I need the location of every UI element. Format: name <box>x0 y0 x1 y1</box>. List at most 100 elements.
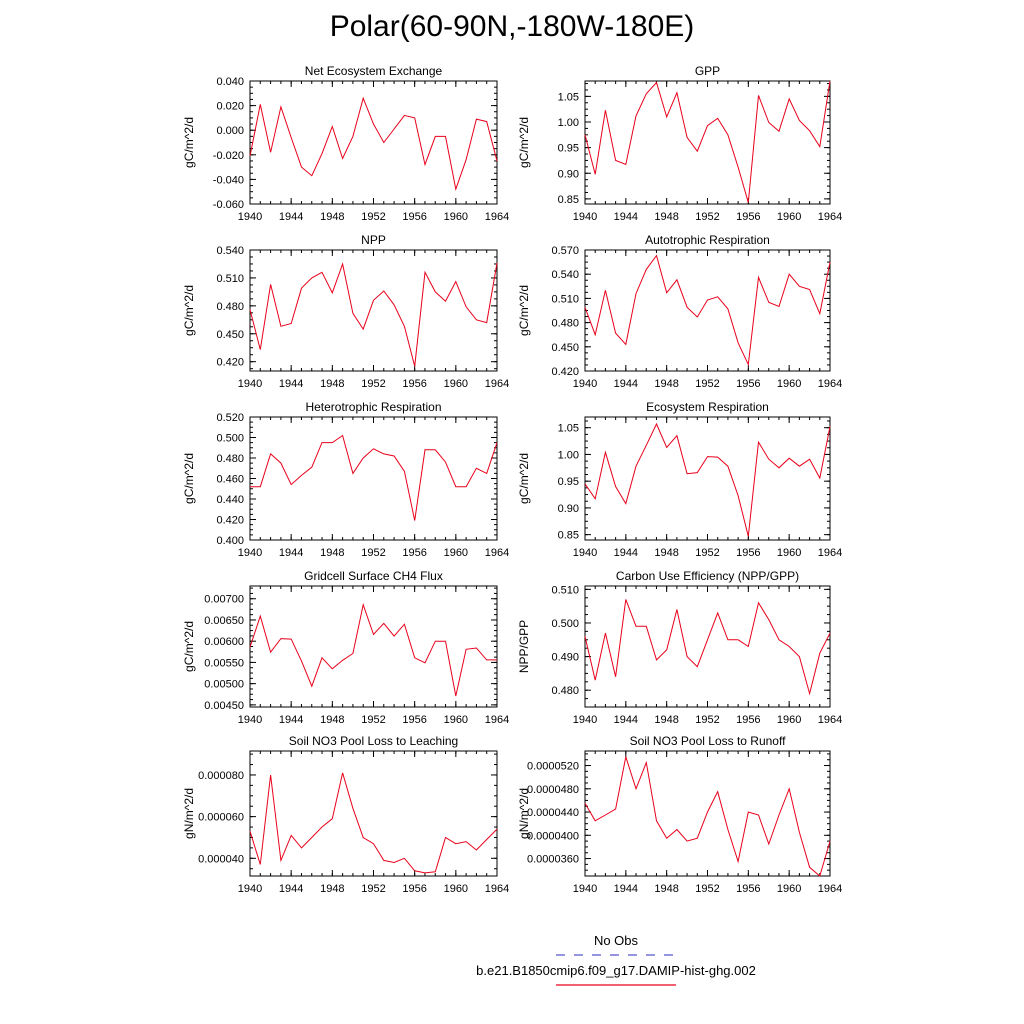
legend-label-no-obs: No Obs <box>593 933 639 948</box>
x-tick-label: 1960 <box>444 378 468 390</box>
x-tick-label: 1940 <box>573 883 597 895</box>
y-tick-label: 0.510 <box>551 293 579 305</box>
x-tick-label: 1940 <box>573 211 597 223</box>
chart-npp: NPP gC/m^2/d 1940 1944 1948 1952 1956 1960 1964 0… <box>182 233 509 390</box>
chart-title: GPP <box>695 64 720 78</box>
y-tick-label: 0.000060 <box>198 812 244 824</box>
x-tick-label: 1944 <box>279 714 303 726</box>
y-tick-label: 0.0000440 <box>527 807 579 819</box>
legend <box>556 954 676 986</box>
series-line <box>584 756 831 877</box>
chart-autotrophic-respiration: Autotrophic Respiration gC/m^2/d 1940 1944 1… <box>517 233 842 390</box>
x-tick-label: 1948 <box>320 714 344 726</box>
y-tick-label: 0.020 <box>216 101 244 113</box>
y-axis-label: gC/m^2/d <box>182 117 196 168</box>
y-tick-label: 0.480 <box>551 318 579 330</box>
x-tick-label: 1956 <box>402 714 426 726</box>
x-tick-label: 1948 <box>320 378 344 390</box>
x-tick-label: 1944 <box>614 378 638 390</box>
x-tick-label: 1948 <box>654 547 678 559</box>
chart-carbon-use-efficiency-npp-gpp: Carbon Use Efficiency (NPP/GPP) NPP/GPP 19… <box>517 569 842 726</box>
x-tick-label: 1960 <box>777 211 801 223</box>
x-tick-label: 1944 <box>279 378 303 390</box>
x-tick-label: 1940 <box>573 378 597 390</box>
y-tick-label: 0.00700 <box>204 594 244 606</box>
x-tick-label: 1944 <box>614 547 638 559</box>
y-tick-label: 0.540 <box>216 245 244 257</box>
series-line <box>249 96 498 192</box>
y-tick-label: 0.480 <box>216 301 244 313</box>
series-line <box>249 602 497 697</box>
x-tick-label: 1964 <box>818 883 842 895</box>
x-tick-label: 1952 <box>695 883 719 895</box>
x-tick-label: 1964 <box>485 714 509 726</box>
chart-ecosystem-respiration: Ecosystem Respiration gC/m^2/d 1940 1944 194… <box>517 400 842 559</box>
x-tick-label: 1944 <box>279 547 303 559</box>
x-tick-label: 1956 <box>402 378 426 390</box>
chart-title: Carbon Use Efficiency (NPP/GPP) <box>616 569 799 583</box>
series-line <box>250 434 498 521</box>
x-tick-label: 1952 <box>695 211 719 223</box>
y-tick-label: 0.0000520 <box>527 761 579 773</box>
y-tick-label: 0.570 <box>551 245 579 257</box>
y-axis-label: gN/m^2/d <box>517 788 531 839</box>
x-tick-label: 1948 <box>654 211 678 223</box>
y-tick-label: 0.480 <box>216 453 244 465</box>
x-tick-label: 1940 <box>573 547 597 559</box>
x-tick-label: 1940 <box>238 883 262 895</box>
y-tick-label: -0.040 <box>213 174 244 186</box>
x-tick-label: 1944 <box>614 211 638 223</box>
y-tick-label: 0.460 <box>216 474 244 486</box>
x-tick-label: 1944 <box>279 883 303 895</box>
y-tick-label: 0.85 <box>558 530 579 542</box>
y-tick-label: 0.040 <box>216 76 244 88</box>
y-axis-label: NPP/GPP <box>517 620 531 673</box>
x-tick-label: 1956 <box>402 211 426 223</box>
y-tick-label: -0.060 <box>213 199 244 211</box>
y-tick-label: 0.540 <box>551 269 579 281</box>
plot-frame <box>584 416 831 541</box>
x-tick-label: 1948 <box>654 714 678 726</box>
x-tick-label: 1956 <box>736 714 760 726</box>
x-tick-label: 1940 <box>573 714 597 726</box>
x-tick-label: 1956 <box>736 378 760 390</box>
x-tick-label: 1964 <box>818 714 842 726</box>
x-tick-label: 1944 <box>614 714 638 726</box>
series-line <box>249 262 498 367</box>
x-tick-label: 1956 <box>736 547 760 559</box>
y-tick-label: 0.00600 <box>204 636 244 648</box>
plot-frame <box>249 416 498 541</box>
y-tick-label: 0.000040 <box>198 853 244 865</box>
y-tick-label: 0.510 <box>216 273 244 285</box>
y-tick-label: 0.520 <box>216 412 244 424</box>
x-tick-label: 1964 <box>485 378 509 390</box>
chart-title: Soil NO3 Pool Loss to Runoff <box>630 734 787 748</box>
plot-frame <box>249 585 498 708</box>
x-tick-label: 1948 <box>320 211 344 223</box>
x-tick-label: 1952 <box>695 547 719 559</box>
chart-title: Soil NO3 Pool Loss to Leaching <box>289 734 458 748</box>
chart-title: Heterotrophic Respiration <box>305 400 441 414</box>
y-tick-label: 0.000 <box>216 125 244 137</box>
chart-panels: Net Ecosystem Exchange gC/m^2/d 1940 1944 19… <box>182 64 842 895</box>
y-tick-label: 0.420 <box>216 515 244 527</box>
x-tick-label: 1956 <box>402 547 426 559</box>
series-line <box>249 772 498 874</box>
y-tick-label: 0.00450 <box>204 700 244 712</box>
x-tick-label: 1964 <box>485 883 509 895</box>
y-tick-label: 0.0000400 <box>527 830 579 842</box>
x-tick-label: 1940 <box>238 547 262 559</box>
x-tick-label: 1940 <box>238 378 262 390</box>
y-tick-label: 1.05 <box>558 91 579 103</box>
x-tick-label: 1960 <box>777 714 801 726</box>
x-tick-label: 1952 <box>361 547 385 559</box>
x-tick-label: 1944 <box>614 883 638 895</box>
x-tick-label: 1960 <box>444 714 468 726</box>
y-axis-label: gC/m^2/d <box>517 285 531 336</box>
figure-title: Polar(60-90N,-180W-180E) <box>329 10 695 43</box>
chart-gridcell-surface-ch4-flux: Gridcell Surface CH4 Flux gC/m^2/d 1940 194… <box>182 569 509 726</box>
y-tick-label: 1.05 <box>558 423 579 435</box>
y-tick-label: 0.0000360 <box>527 854 579 866</box>
x-tick-label: 1952 <box>695 378 719 390</box>
y-axis-label: gC/m^2/d <box>182 453 196 504</box>
